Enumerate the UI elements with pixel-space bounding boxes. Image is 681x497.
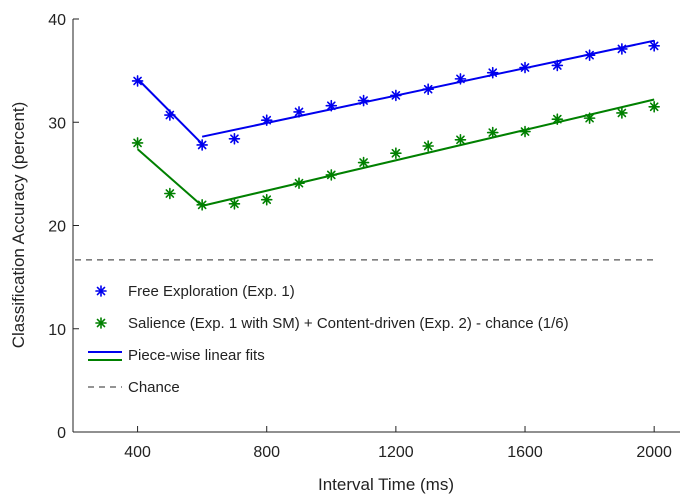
y-axis-label: Classification Accuracy (percent) (9, 102, 28, 349)
y-tick-label: 40 (48, 12, 66, 29)
data-point-series-2 (293, 177, 305, 189)
y-tick-label: 0 (57, 425, 66, 442)
data-point-series-1 (228, 132, 241, 145)
x-tick-label: 2000 (636, 444, 672, 461)
data-point-series-1 (325, 99, 338, 112)
data-point-series-1 (486, 66, 499, 79)
data-point-series-2 (519, 125, 531, 138)
x-tick-label: 1600 (507, 444, 543, 461)
x-tick-label: 1200 (378, 444, 414, 461)
fit-line-2-segment-2 (201, 98, 655, 207)
data-point-series-1 (196, 139, 208, 151)
data-point-series-2 (228, 198, 241, 210)
plot-frame (72, 19, 680, 433)
fit-lines-layer (136, 39, 655, 207)
data-point-series-2 (325, 169, 338, 181)
legend-label-3: Piece-wise linear fits (128, 347, 265, 364)
data-point-series-1 (260, 114, 273, 126)
data-point-series-2 (422, 140, 434, 152)
data-point-series-2 (357, 156, 370, 169)
data-point-series-1 (583, 49, 596, 61)
y-tick-label: 10 (48, 322, 66, 339)
x-tick-label: 800 (253, 444, 280, 461)
data-point-series-2 (551, 113, 564, 125)
data-point-series-2 (616, 107, 628, 119)
legend-marker-2 (95, 317, 107, 329)
data-point-series-2 (486, 126, 499, 139)
data-point-series-1 (648, 40, 660, 52)
data-point-series-2 (583, 112, 596, 124)
tick-layer: 400 800 1200 1600 2000 0 10 20 30 40 (48, 12, 672, 461)
legend-marker-1 (95, 285, 107, 297)
data-point-series-1 (131, 75, 144, 87)
legend-label-2: Salience (Exp. 1 with SM) + Content-driv… (128, 315, 569, 332)
data-point-series-1 (357, 94, 370, 107)
data-point-series-2 (390, 147, 402, 160)
legend: Free Exploration (Exp. 1) Salience (Exp. … (88, 283, 569, 396)
data-point-series-1 (454, 73, 467, 85)
data-point-series-1 (422, 83, 434, 96)
data-point-series-2 (454, 134, 467, 146)
x-tick-label: 400 (124, 444, 151, 461)
data-point-series-1 (551, 59, 564, 72)
y-tick-label: 20 (48, 219, 66, 236)
data-point-series-1 (390, 89, 402, 102)
data-points-layer (131, 40, 660, 211)
x-axis-label: Interval Time (ms) (318, 475, 454, 494)
y-tick-label: 30 (48, 115, 66, 132)
data-point-series-1 (616, 43, 628, 55)
data-point-series-2 (648, 100, 660, 113)
fit-line-2-segment-1 (136, 148, 203, 207)
data-point-series-2 (196, 199, 208, 211)
data-point-series-2 (131, 137, 144, 149)
legend-label-4: Chance (128, 379, 180, 396)
data-point-series-2 (164, 187, 176, 200)
legend-label-1: Free Exploration (Exp. 1) (128, 283, 295, 300)
data-point-series-2 (260, 193, 273, 206)
data-point-series-1 (164, 109, 176, 121)
data-point-series-1 (519, 61, 531, 74)
data-point-series-1 (293, 106, 305, 118)
